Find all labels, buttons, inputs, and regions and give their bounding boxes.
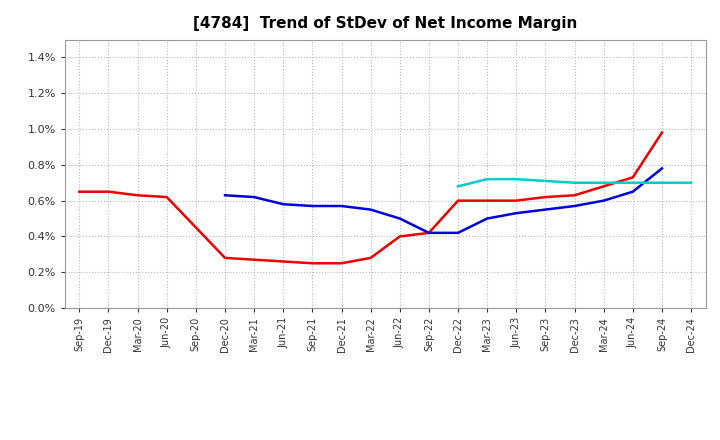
Title: [4784]  Trend of StDev of Net Income Margin: [4784] Trend of StDev of Net Income Marg… <box>193 16 577 32</box>
